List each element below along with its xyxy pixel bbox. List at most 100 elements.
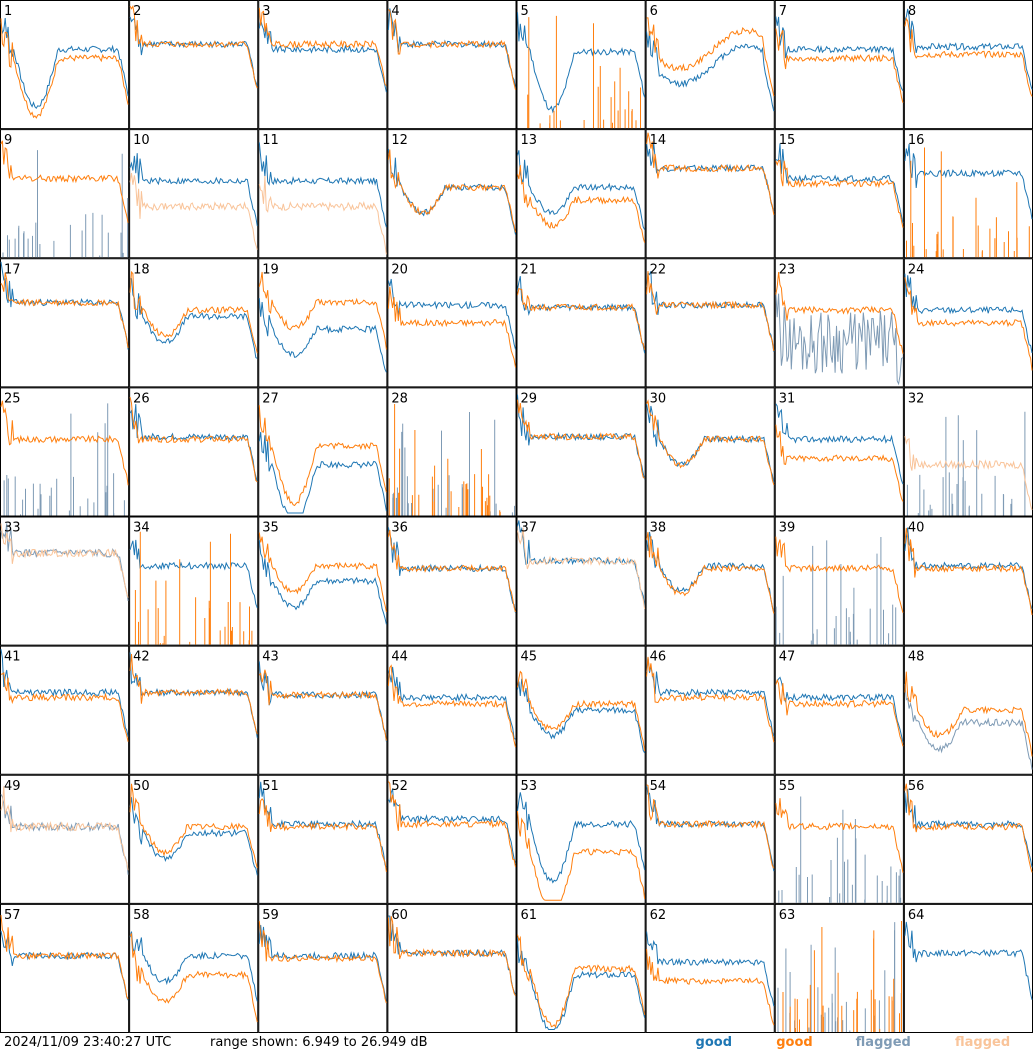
footer-bar: 2024/11/09 23:40:27 UTC range shown: 6.9…: [0, 1033, 1033, 1053]
series-yy-3: [258, 7, 387, 87]
series-yy-8: [904, 17, 1033, 97]
panel-13: 13: [516, 129, 646, 259]
series-yy-7: [775, 28, 904, 103]
panel-frame: [516, 516, 646, 646]
panel-frame: [0, 0, 130, 130]
panel-23: 23: [774, 258, 904, 388]
panel-label: 2: [133, 4, 141, 19]
panel-frame: [903, 258, 1033, 388]
panel-label: 15: [779, 133, 796, 148]
series-yy-32: [904, 435, 1033, 511]
panel-label: 34: [133, 521, 150, 536]
series-xx-26: [129, 404, 258, 483]
series-yy-24: [904, 277, 1033, 371]
series-yy-28: [388, 404, 501, 516]
series-xx-53: [517, 792, 646, 884]
series-yy-29: [517, 399, 645, 479]
panel-26: 26: [129, 387, 259, 517]
panel-frame: [903, 387, 1033, 517]
series-yy-49: [0, 786, 129, 871]
panel-60: 60: [387, 903, 517, 1033]
series-yy-17: [0, 272, 129, 349]
panel-label: 19: [262, 262, 279, 277]
series-xx-50: [129, 797, 258, 876]
series-yy-45: [517, 670, 646, 752]
panel-label: 21: [521, 262, 538, 277]
panel-label: 35: [262, 521, 279, 536]
panel-frame: [0, 258, 130, 388]
legend-flagged-xx-word: flagged: [855, 1035, 911, 1050]
panel-17: 17: [0, 258, 130, 388]
panel-label: 41: [4, 650, 21, 665]
series-yy-63: [782, 921, 902, 1032]
series-xx-24: [904, 273, 1033, 353]
panel-36: 36: [387, 516, 517, 646]
panel-33: 33: [0, 516, 130, 646]
series-yy-44: [387, 664, 516, 748]
panel-42: 42: [129, 645, 259, 775]
series-xx-36: [387, 527, 516, 613]
panel-10: 10: [129, 129, 259, 259]
panel-frame: [387, 645, 517, 775]
panel-label: 23: [779, 262, 796, 277]
panel-58: 58: [129, 903, 259, 1033]
series-xx-34: [129, 539, 258, 609]
panel-frame: [774, 129, 904, 259]
panel-39: 39: [774, 516, 904, 646]
series-yy-26: [129, 396, 258, 483]
series-xx-39: [775, 537, 897, 645]
legend-good-yy-pol: YY: [816, 1035, 836, 1051]
series-yy-40: [904, 527, 1033, 616]
panel-label: 44: [391, 650, 408, 665]
series-xx-8: [904, 8, 1033, 90]
panel-61: 61: [516, 903, 646, 1033]
series-xx-63: [777, 922, 902, 1032]
series-xx-47: [775, 676, 904, 743]
panel-frame: [516, 903, 646, 1033]
panel-22: 22: [645, 258, 775, 388]
panel-52: 52: [387, 774, 517, 904]
series-yy-35: [258, 532, 387, 613]
panel-46: 46: [645, 645, 775, 775]
panel-49: 49: [0, 774, 130, 904]
panel-frame: [645, 258, 775, 388]
series-xx-48: [904, 683, 1033, 770]
series-yy-5: [527, 15, 641, 129]
panel-12: 12: [387, 129, 517, 259]
panel-48: 48: [903, 645, 1033, 775]
series-yy-12: [387, 149, 516, 233]
panel-8: 8: [903, 0, 1033, 130]
panel-frame: [516, 387, 646, 517]
panel-label: 53: [521, 779, 538, 794]
panel-label: 24: [908, 262, 925, 277]
series-xx-44: [387, 666, 516, 740]
timestamp-label: 2024/11/09 23:40:27 UTC: [4, 1035, 172, 1050]
series-xx-38: [646, 531, 775, 613]
series-xx-32: [906, 411, 1026, 516]
panel-frame: [258, 129, 388, 259]
series-xx-6: [646, 31, 775, 112]
panel-label: 31: [779, 391, 796, 406]
panel-frame: [516, 0, 646, 130]
panel-37: 37: [516, 516, 646, 646]
series-yy-56: [904, 783, 1033, 873]
panel-label: 13: [521, 133, 538, 148]
panel-label: 22: [650, 262, 667, 277]
series-xx-62: [646, 931, 775, 1007]
panel-label: 39: [779, 521, 796, 536]
series-yy-57: [0, 915, 129, 1000]
series-yy-1: [0, 18, 129, 119]
panel-label: 18: [133, 262, 150, 277]
series-yy-25: [0, 400, 129, 486]
panel-label: 27: [262, 391, 279, 406]
series-yy-31: [775, 424, 904, 502]
series-yy-51: [258, 798, 387, 872]
panel-label: 52: [391, 779, 408, 794]
series-yy-6: [646, 17, 775, 97]
panel-frame: [387, 516, 517, 646]
legend-good-xx-pol: XX: [736, 1035, 757, 1051]
panel-label: 59: [262, 908, 279, 923]
series-yy-30: [646, 399, 775, 486]
